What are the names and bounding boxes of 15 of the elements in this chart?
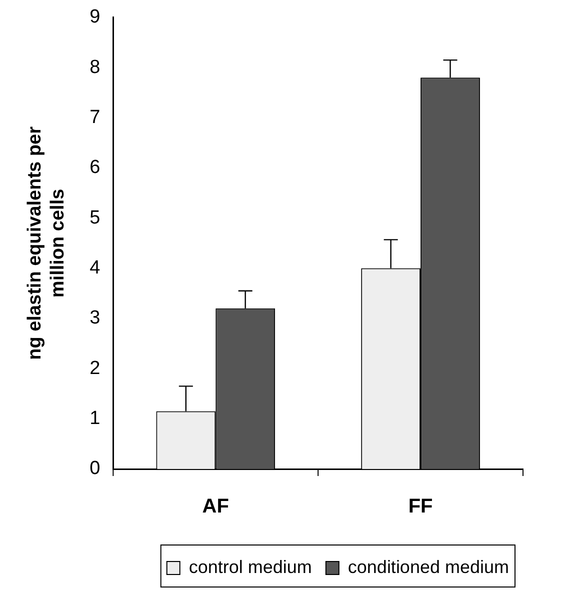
y-tick-label: 2	[90, 358, 100, 379]
y-axis-title: ng elastin equivalents per million cells	[24, 126, 68, 360]
legend-label: control medium	[188, 556, 312, 577]
x-tick-label: FF	[408, 496, 433, 518]
y-tick-label: 7	[90, 106, 100, 128]
y-tick-label: 5	[90, 207, 100, 228]
y-tick-label: 0	[90, 458, 100, 480]
y-tick-label: 1	[90, 408, 100, 430]
y-tick-label: 8	[90, 56, 100, 78]
y-tick-label: 9	[90, 6, 100, 28]
y-tick-label: 6	[90, 157, 100, 178]
y-tick-label: 4	[90, 258, 101, 279]
x-tick-label: AF	[202, 496, 229, 518]
legend-label: conditioned medium	[348, 556, 510, 577]
y-tick-label: 3	[90, 308, 100, 329]
